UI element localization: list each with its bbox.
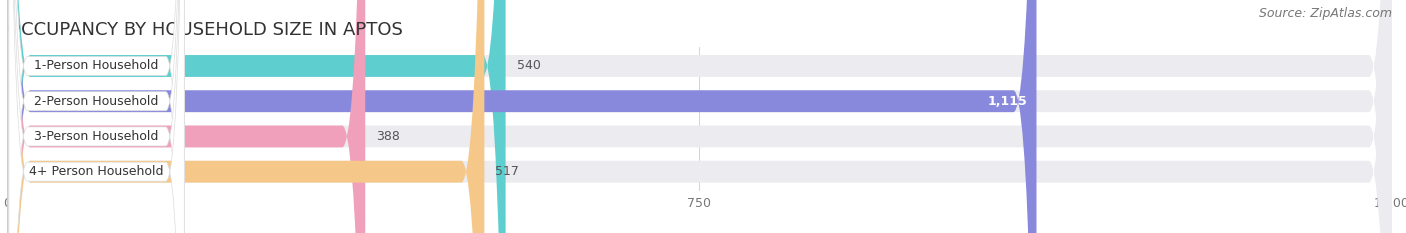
FancyBboxPatch shape	[7, 0, 506, 233]
FancyBboxPatch shape	[8, 0, 184, 233]
Text: 1,115: 1,115	[987, 95, 1028, 108]
FancyBboxPatch shape	[7, 0, 1392, 233]
FancyBboxPatch shape	[7, 0, 1392, 233]
Text: 3-Person Household: 3-Person Household	[34, 130, 159, 143]
Text: 517: 517	[495, 165, 519, 178]
FancyBboxPatch shape	[7, 0, 1036, 233]
FancyBboxPatch shape	[7, 0, 1392, 233]
Text: 540: 540	[516, 59, 540, 72]
FancyBboxPatch shape	[8, 0, 184, 233]
Text: Source: ZipAtlas.com: Source: ZipAtlas.com	[1258, 7, 1392, 20]
Text: OCCUPANCY BY HOUSEHOLD SIZE IN APTOS: OCCUPANCY BY HOUSEHOLD SIZE IN APTOS	[7, 21, 404, 39]
FancyBboxPatch shape	[8, 0, 184, 233]
FancyBboxPatch shape	[7, 0, 484, 233]
FancyBboxPatch shape	[7, 0, 1392, 233]
Text: 2-Person Household: 2-Person Household	[34, 95, 159, 108]
Text: 1-Person Household: 1-Person Household	[34, 59, 159, 72]
Text: 4+ Person Household: 4+ Person Household	[30, 165, 165, 178]
FancyBboxPatch shape	[8, 0, 184, 233]
FancyBboxPatch shape	[7, 0, 366, 233]
Text: 388: 388	[377, 130, 401, 143]
